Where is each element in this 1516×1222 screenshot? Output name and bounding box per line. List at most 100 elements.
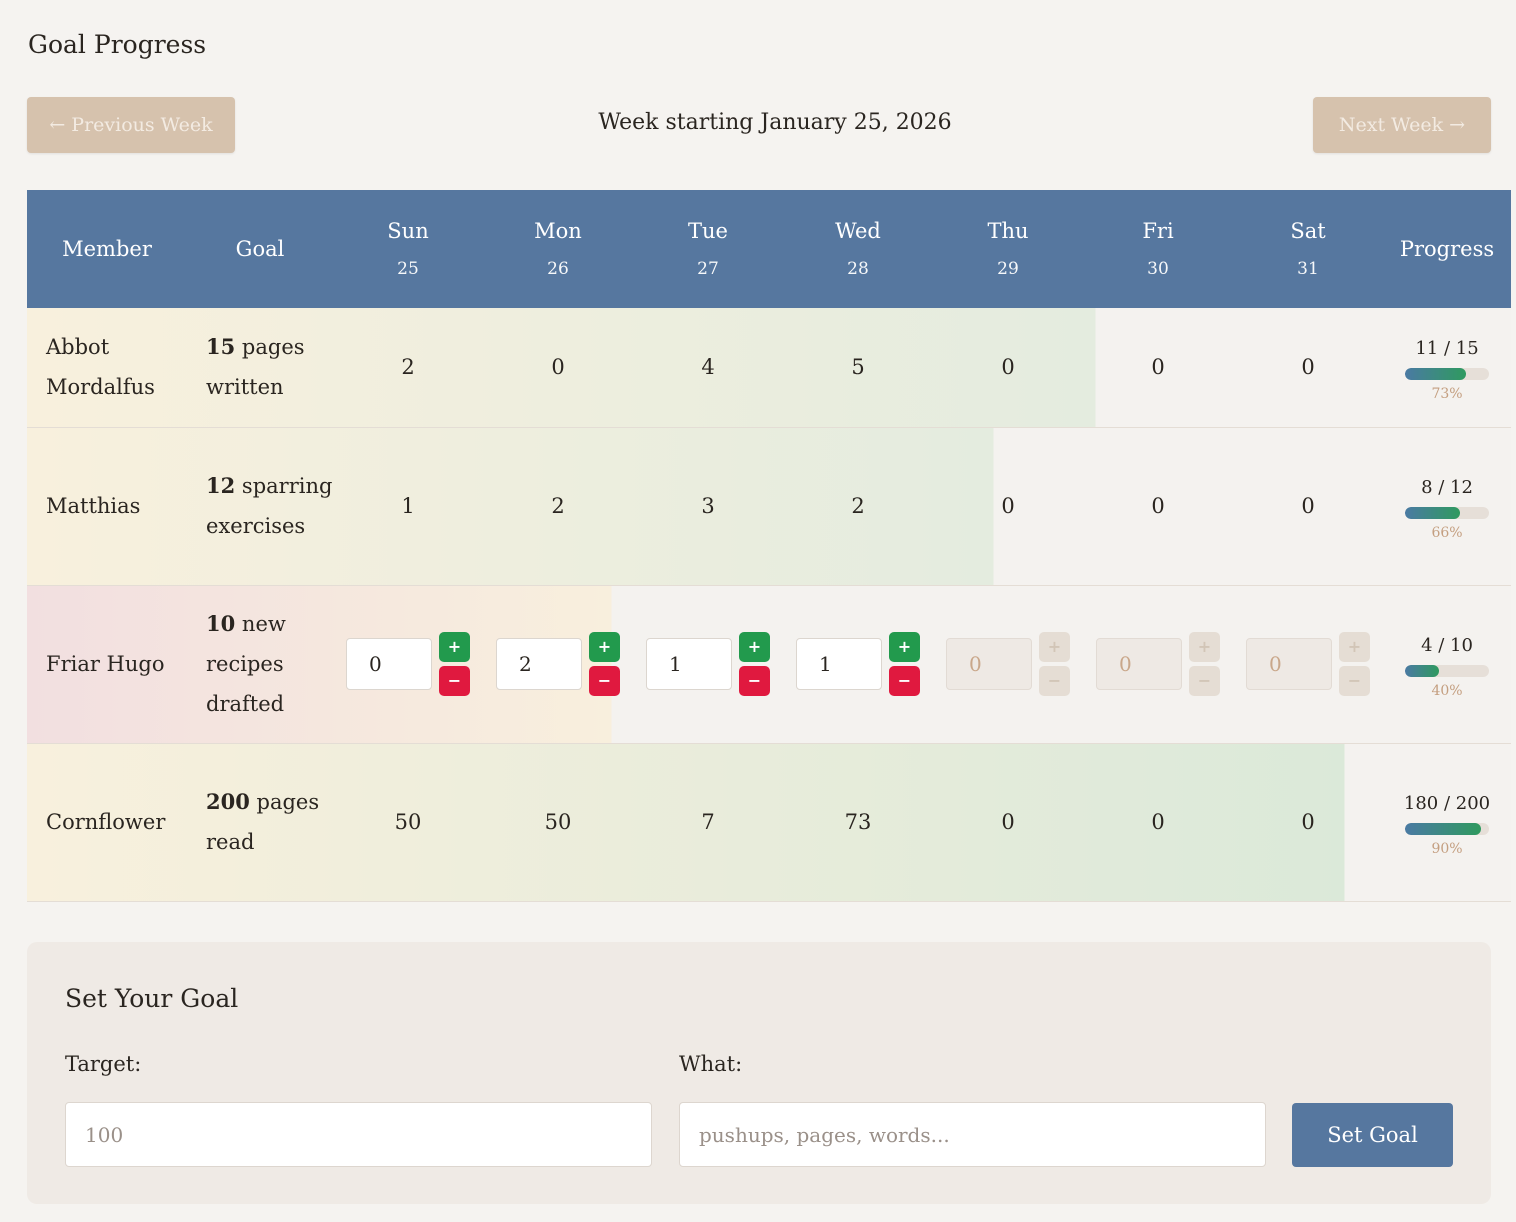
- day-date: 26: [547, 259, 569, 279]
- next-week-button[interactable]: Next Week →: [1313, 97, 1491, 153]
- day-value-input-disabled: [946, 638, 1032, 690]
- member-name: Abbot Mordalfus: [46, 335, 155, 400]
- progress-bar: [1405, 664, 1489, 677]
- member-name: Friar Hugo: [46, 652, 165, 676]
- day-value: 0: [1151, 494, 1165, 518]
- day-name: Sat: [1290, 219, 1326, 243]
- day-name: Wed: [835, 219, 881, 243]
- progress-text: 4 / 10: [1421, 634, 1473, 656]
- day-name: Mon: [534, 219, 582, 243]
- progress-cell: 11 / 15 73%: [1383, 308, 1511, 427]
- set-goal-button[interactable]: Set Goal: [1292, 1103, 1453, 1167]
- day-value: 50: [394, 810, 422, 834]
- decrement-button[interactable]: −: [439, 666, 470, 696]
- goal-target: 12: [206, 473, 236, 498]
- previous-week-button[interactable]: ← Previous Week: [27, 97, 235, 153]
- goal-cell: 12 sparring exercises: [187, 427, 333, 585]
- header-member: Member: [62, 237, 152, 261]
- member-name: Matthias: [46, 494, 141, 518]
- header-day-fri: Fri 30: [1083, 190, 1233, 308]
- page-title: Goal Progress: [28, 30, 207, 59]
- table-header-row: Member Goal Sun 25 Mon 26 Tue 27 Wed 28 Thu 2…: [27, 190, 1511, 308]
- set-goal-title: Set Your Goal: [65, 984, 239, 1013]
- day-edit-cell: +−: [483, 585, 633, 743]
- header-day-mon: Mon 26: [483, 190, 633, 308]
- day-name: Tue: [688, 219, 728, 243]
- day-date: 28: [847, 259, 869, 279]
- decrement-button-disabled: −: [1039, 666, 1070, 696]
- progress-bar-fill: [1405, 664, 1439, 677]
- day-value: 2: [401, 355, 415, 380]
- goal-target: 10: [206, 611, 236, 636]
- day-value-input[interactable]: [646, 638, 732, 690]
- header-day-sat: Sat 31: [1233, 190, 1383, 308]
- progress-cell: 180 / 200 90%: [1383, 743, 1511, 901]
- goal-text: sparring exercises: [206, 474, 333, 538]
- progress-bar-fill: [1405, 506, 1461, 519]
- goal-cell: 200 pages read: [187, 743, 333, 901]
- increment-button-disabled: +: [1339, 632, 1370, 662]
- day-date: 31: [1297, 259, 1319, 279]
- day-date: 29: [997, 259, 1019, 279]
- day-name: Sun: [387, 219, 429, 243]
- day-value: 0: [1151, 355, 1165, 380]
- goal-target: 15: [206, 334, 236, 360]
- day-name: Thu: [987, 219, 1029, 243]
- increment-button[interactable]: +: [889, 632, 920, 662]
- header-progress: Progress: [1399, 237, 1495, 261]
- header-day-tue: Tue 27: [633, 190, 783, 308]
- header-goal: Goal: [235, 237, 285, 261]
- day-value: 0: [551, 355, 565, 380]
- day-value: 0: [1001, 494, 1015, 518]
- day-name: Fri: [1142, 219, 1174, 243]
- member-name: Cornflower: [46, 810, 166, 834]
- goal-text: pages written: [206, 335, 305, 400]
- day-value: 2: [551, 494, 565, 518]
- day-value: 50: [544, 810, 572, 834]
- day-value: 0: [1151, 810, 1165, 834]
- day-date: 27: [697, 259, 719, 279]
- decrement-button[interactable]: −: [739, 666, 770, 696]
- increment-button[interactable]: +: [589, 632, 620, 662]
- progress-text: 11 / 15: [1415, 337, 1479, 359]
- target-input[interactable]: [65, 1102, 652, 1167]
- goal-text: new recipes drafted: [206, 612, 286, 716]
- day-edit-cell: +−: [783, 585, 933, 743]
- goal-cell: 15 pages written: [187, 308, 333, 427]
- what-label: What:: [679, 1052, 743, 1076]
- day-value-input-disabled: [1096, 638, 1182, 690]
- set-goal-panel: Set Your Goal Target: What: Set Goal: [27, 942, 1491, 1204]
- goal-target: 200: [206, 789, 250, 814]
- increment-button[interactable]: +: [439, 632, 470, 662]
- day-value-input[interactable]: [346, 638, 432, 690]
- what-input[interactable]: [679, 1102, 1266, 1167]
- day-edit-cell-disabled: +−: [1233, 585, 1383, 743]
- increment-button[interactable]: +: [739, 632, 770, 662]
- day-value-input[interactable]: [796, 638, 882, 690]
- day-value: 0: [1301, 494, 1315, 518]
- day-value: 3: [701, 494, 715, 518]
- table-row: Abbot Mordalfus 15 pages written 2 0 4 5…: [27, 308, 1511, 427]
- progress-bar-fill: [1405, 367, 1467, 380]
- progress-percent: 90%: [1431, 840, 1463, 857]
- decrement-button[interactable]: −: [589, 666, 620, 696]
- day-edit-cell-disabled: +−: [1083, 585, 1233, 743]
- progress-cell: 4 / 10 40%: [1383, 585, 1511, 743]
- goal-cell: 10 new recipes drafted: [187, 585, 333, 743]
- progress-bar: [1405, 506, 1489, 519]
- day-edit-cell: +−: [333, 585, 483, 743]
- increment-button-disabled: +: [1039, 632, 1070, 662]
- decrement-button-disabled: −: [1339, 666, 1370, 696]
- decrement-button[interactable]: −: [889, 666, 920, 696]
- table-row: Cornflower 200 pages read 50 50 7 73 0 0…: [27, 743, 1511, 901]
- progress-cell: 8 / 12 66%: [1383, 427, 1511, 585]
- day-value-input[interactable]: [496, 638, 582, 690]
- day-value: 0: [1001, 810, 1015, 834]
- day-value: 1: [401, 494, 415, 518]
- day-value-input-disabled: [1246, 638, 1332, 690]
- day-date: 30: [1147, 259, 1169, 279]
- progress-percent: 40%: [1431, 682, 1463, 699]
- day-value: 4: [701, 355, 715, 380]
- progress-percent: 73%: [1431, 385, 1463, 402]
- table-row-editable: Friar Hugo 10 new recipes drafted +− +− …: [27, 585, 1511, 743]
